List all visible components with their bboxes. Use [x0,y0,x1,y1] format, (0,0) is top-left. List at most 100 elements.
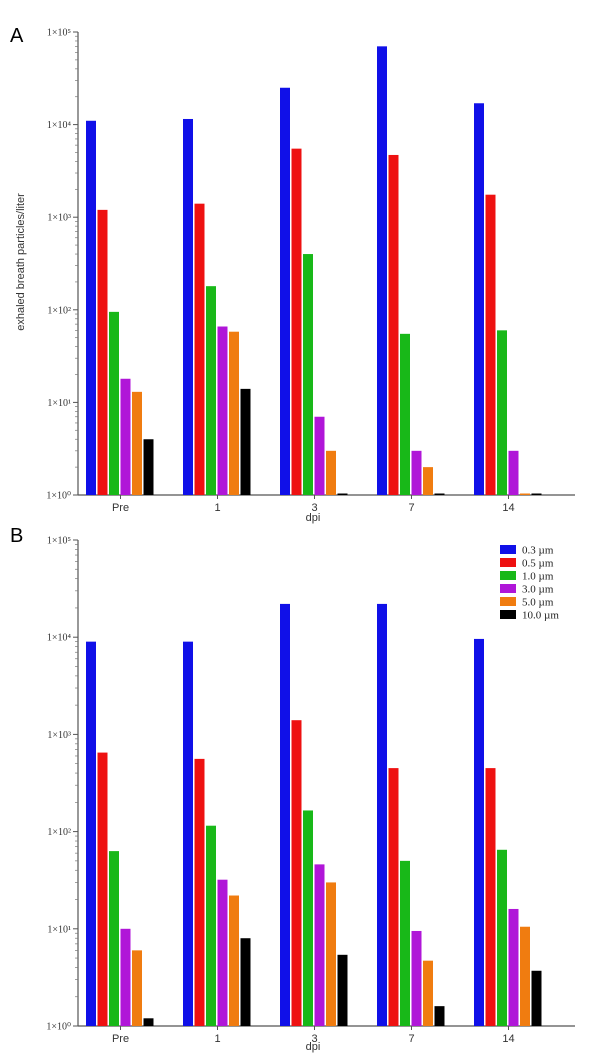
panel-b-legend-label: 3.0 µm [522,584,554,596]
panel-a-bar-1-3 [217,326,228,495]
panel-b-bar-1-4 [229,895,239,1026]
panel-a-bar-1-2 [206,286,216,495]
panel-a-y-tick-label: 1×10¹ [47,398,71,409]
panel-a-bar-3-1 [388,154,399,495]
panel-b-bar-1-0 [183,641,193,1026]
panel-b-legend-label: 0.3 µm [522,545,554,557]
panel-a-bar-2-5 [337,493,348,495]
panel-b-x-tick-label: Pre [112,1033,129,1045]
panel-a-bar-3-5 [434,493,445,495]
panel-b-x-tick-label: 7 [408,1033,414,1045]
panel-a-bar-0-0 [86,120,96,496]
panel-b-bar-3-2 [400,860,410,1026]
panel-b-legend-swatch [500,545,516,554]
panel-b-bar-2-4 [326,882,336,1026]
panel-b-y-tick-label: 1×10⁴ [47,633,72,644]
panel-b-bar-4-4 [520,926,530,1026]
panel-a-bar-3-3 [411,450,422,495]
panel-b-x-axis-title: dpi [306,1041,321,1053]
panel-a-x-tick-label: Pre [112,502,129,514]
panel-a-x-tick-label: 7 [408,502,414,514]
panel-b-y-tick-label: 1×10⁰ [46,1022,71,1033]
panel-b-bar-2-2 [303,810,313,1026]
panel-a-bar-2-4 [326,450,336,495]
panel-b-bar-1-5 [240,938,251,1026]
panel-b-y-tick-label: 1×10² [47,827,71,838]
panel-a-bar-2-3 [314,416,325,495]
panel-b-x-tick-label: 3 [311,1033,317,1045]
panel-a-y-tick-label: 1×10⁰ [46,491,71,502]
panel-a-bar-1-5 [240,388,251,495]
panel-a-bar-2-2 [303,254,313,495]
panel-a-bar-4-2 [497,330,507,495]
panel-b-bar-4-2 [497,849,507,1026]
chart-panel-a: A exhaled breath particles/liter dpi 1×1… [10,25,575,524]
panel-b-y-tick-label: 1×10¹ [47,924,71,935]
panel-b-bar-2-1 [291,720,302,1026]
panel-a-bar-2-0 [280,87,290,495]
panel-b-y-tick-label: 1×10⁵ [47,536,71,547]
panel-a-bar-0-4 [132,391,142,495]
panel-a-bar-0-5 [143,439,154,495]
panel-a-y-tick-label: 1×10³ [47,213,71,224]
panel-a-y-tick-label: 1×10⁴ [47,120,72,131]
panel-b-bar-0-3 [120,928,131,1026]
panel-b-legend-label: 0.5 µm [522,558,554,570]
panel-b-bar-3-3 [411,930,422,1026]
panel-a-bar-0-1 [97,209,108,496]
panel-b-legend-swatch [500,584,516,593]
panel-b-legend-swatch [500,571,516,580]
panel-a-bar-3-2 [400,333,410,495]
panel-b-bar-4-5 [531,970,542,1026]
panel-b-bar-0-5 [143,1018,154,1026]
panel-a-bar-0-3 [120,378,131,495]
panel-a-bar-1-4 [229,331,239,495]
panel-b-bar-3-4 [423,960,433,1026]
panel-b-y-tick-label: 1×10³ [47,730,71,741]
panel-b-bar-1-2 [206,825,216,1026]
panel-a-y-tick-label: 1×10⁵ [47,28,71,39]
panel-b-legend-label: 1.0 µm [522,571,554,583]
panel-b-x-tick-label: 14 [502,1033,514,1045]
panel-a-bar-3-0 [377,46,387,495]
panel-a-bar-4-0 [474,103,484,495]
panel-b-bar-2-5 [337,954,348,1026]
panel-b-bar-3-5 [434,1006,445,1026]
panel-a-x-tick-label: 1 [214,502,220,514]
panel-a-x-tick-label: 14 [502,502,514,514]
panel-a-y-axis-title: exhaled breath particles/liter [15,193,27,331]
panel-b-bar-0-4 [132,950,142,1026]
panel-a-bar-2-1 [291,148,302,496]
panel-b-bar-4-3 [508,908,519,1026]
panel-a-letter: A [10,25,24,47]
panel-b-letter: B [10,525,23,547]
panel-a-x-tick-label: 3 [311,502,317,514]
panel-a-bar-1-0 [183,118,193,496]
panel-a-bar-4-1 [485,194,496,495]
panel-b-legend-swatch [500,610,516,619]
panel-b-bar-2-3 [314,864,325,1026]
panel-a-bar-3-4 [423,467,433,495]
panel-a-bar-1-1 [194,203,205,495]
panel-a-bar-4-4 [520,493,530,495]
panel-b-bar-1-1 [194,758,205,1026]
panel-b-bar-0-0 [86,641,96,1026]
panel-b-bar-4-0 [474,638,484,1026]
panel-b-x-tick-label: 1 [214,1033,220,1045]
panel-b-bar-3-1 [388,768,399,1026]
panel-a-y-tick-label: 1×10² [47,305,71,316]
panel-b-legend-label: 5.0 µm [522,597,554,609]
panel-b-bar-3-0 [377,603,387,1026]
panel-a-bar-4-5 [531,493,542,495]
panel-b-bar-1-3 [217,879,228,1026]
panel-b-bar-0-2 [109,851,119,1026]
panel-b-bar-4-1 [485,768,496,1026]
panel-b-legend-swatch [500,597,516,606]
panel-a-bar-0-2 [109,311,119,495]
chart-panel-b: B dpi 1×10⁰ 1×10¹ 1×10² 1×10³ 1×10⁴ 1×10⁵ Pre 1… [10,525,575,1053]
panel-b-legend-swatch [500,558,516,567]
panel-b-bar-0-1 [97,752,108,1026]
panel-a-x-axis-title: dpi [306,512,321,524]
panel-b-legend-label: 10.0 µm [522,610,559,622]
